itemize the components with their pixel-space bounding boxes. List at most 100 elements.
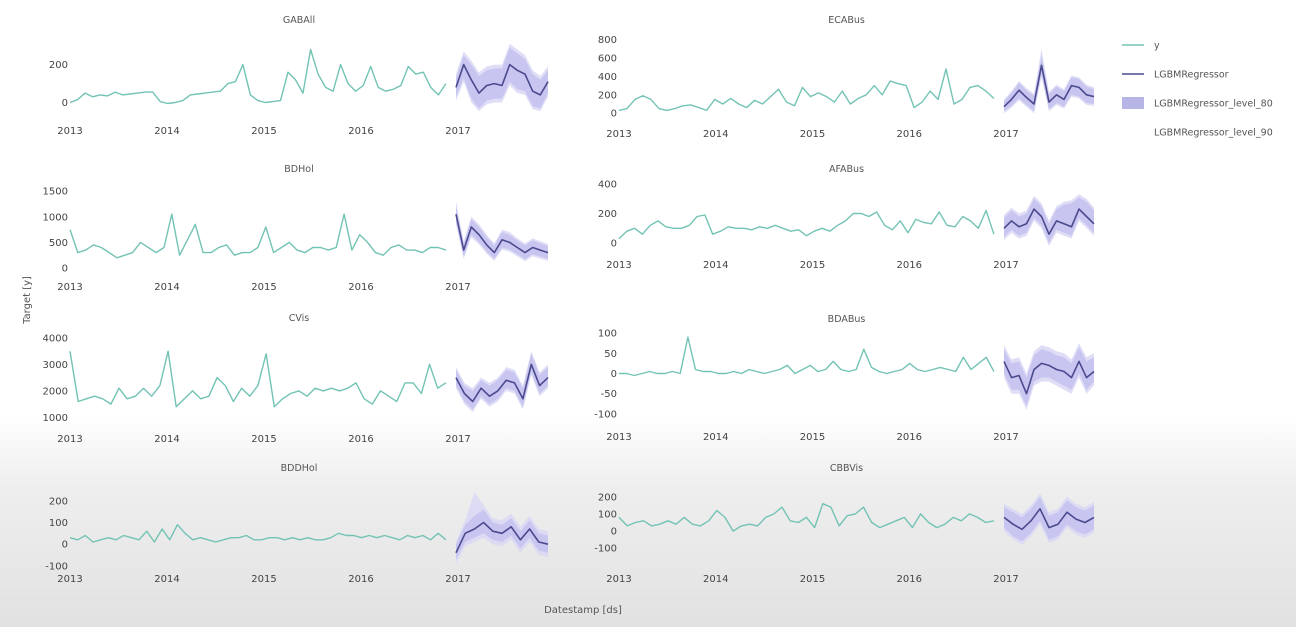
actual-series-line	[69, 524, 447, 543]
y-tick-label: 200	[598, 492, 617, 503]
subplot-title: CBBVis	[830, 463, 863, 474]
y-tick-label: 0	[611, 369, 617, 380]
x-tick-label: 2016	[897, 574, 922, 585]
x-axis-label: Datestamp [ds]	[544, 605, 622, 616]
x-tick-label: 2014	[703, 129, 728, 140]
forecast-series-line	[1003, 360, 1095, 395]
subplot-title: BDDHol	[281, 463, 318, 474]
y-tick-label: 3000	[43, 360, 68, 371]
y-tick-label: 400	[598, 179, 617, 190]
level-80-band	[1004, 496, 1094, 542]
subplot-bddhol: BDDHol -100 0 100 200 2013 2014 2015 2016 2017	[45, 463, 549, 585]
y-tick-label: 200	[598, 90, 617, 101]
legend: y LGBMRegressor LGBMRegressor_level_80 LGBM…	[1122, 41, 1273, 139]
level-80-band	[456, 509, 548, 560]
x-tick-label: 2014	[703, 574, 728, 585]
level-80-band	[456, 353, 548, 410]
y-tick-label: 1000	[43, 212, 68, 223]
actual-series-line	[69, 213, 447, 259]
x-tick-label: 2015	[251, 126, 276, 137]
y-tick-label: 4000	[43, 333, 68, 344]
y-tick-label: 2000	[43, 386, 68, 397]
x-tick-label: 2016	[348, 434, 373, 445]
x-tick-label: 2015	[251, 282, 276, 293]
y-tick-label: 200	[598, 209, 617, 220]
subplot-bdhol: BDHol 0 500 1000 1500 2013 2014 2015 2016 2017	[43, 164, 549, 293]
x-tick-label: 2017	[993, 574, 1018, 585]
legend-item-lgbmregressor[interactable]: LGBMRegressor	[1122, 70, 1229, 81]
y-tick-label: 100	[49, 518, 68, 529]
x-tick-label: 2015	[800, 432, 825, 443]
x-tick-label: 2016	[897, 260, 922, 271]
actual-series-line	[69, 350, 447, 408]
y-axis-label: Target [y]	[22, 276, 33, 325]
legend-label: LGBMRegressor	[1154, 70, 1229, 81]
x-tick-label: 2016	[897, 129, 922, 140]
level-80-band	[1004, 197, 1094, 243]
actual-series-line	[618, 503, 995, 532]
x-tick-label: 2017	[993, 129, 1018, 140]
y-tick-label: 200	[49, 496, 68, 507]
subplot-title: BDHol	[284, 164, 313, 175]
y-tick-label: 0	[62, 540, 68, 551]
legend-item-lgbmregressor-level-80[interactable]: LGBMRegressor_level_80	[1122, 97, 1273, 110]
subplot-title: ECABus	[828, 15, 865, 26]
x-tick-label: 2013	[606, 260, 631, 271]
legend-label: LGBMRegressor_level_80	[1154, 99, 1273, 110]
x-tick-label: 2015	[800, 129, 825, 140]
subplot-grid: GABAll 0 200 2013 2014 2015 2016 2017 ECABus 0 200…	[43, 15, 1095, 585]
y-tick-label: 50	[604, 349, 617, 360]
forecast-series-line	[455, 63, 549, 96]
subplot-ecabus: ECABus 0 200 400 600 800 2013 2014 2015 2016 2017	[598, 15, 1095, 140]
actual-series-line	[619, 336, 995, 377]
x-tick-label: 2015	[800, 260, 825, 271]
y-tick-label: 0	[611, 239, 617, 250]
x-tick-label: 2015	[251, 574, 276, 585]
y-tick-label: 600	[598, 53, 617, 64]
y-tick-label: 400	[598, 72, 617, 83]
forecast-series-line	[1003, 64, 1095, 108]
y-tick-label: 200	[49, 60, 68, 71]
x-tick-label: 2016	[348, 126, 373, 137]
subplot-bdabus: BDABus -100 -50 0 50 100 2013 2014 2015 2016 2017	[594, 314, 1095, 443]
x-tick-label: 2013	[57, 574, 82, 585]
legend-label: y	[1154, 41, 1160, 52]
x-tick-label: 2016	[897, 432, 922, 443]
forecast-series-line	[1003, 208, 1095, 235]
x-tick-label: 2013	[57, 126, 82, 137]
x-tick-label: 2016	[348, 574, 373, 585]
forecast-series-line	[455, 363, 549, 403]
x-tick-label: 2015	[251, 434, 276, 445]
x-tick-label: 2017	[445, 126, 470, 137]
x-tick-label: 2017	[445, 434, 470, 445]
x-tick-label: 2013	[57, 434, 82, 445]
x-tick-label: 2014	[703, 260, 728, 271]
x-tick-label: 2017	[993, 432, 1018, 443]
y-tick-label: 1500	[43, 187, 68, 198]
forecast-series-line	[1003, 507, 1095, 531]
level-80-band	[456, 206, 548, 260]
actual-series-line	[618, 68, 995, 112]
subplot-title: CVis	[289, 313, 310, 324]
legend-item-y[interactable]: y	[1122, 41, 1160, 52]
x-tick-label: 2017	[993, 260, 1018, 271]
x-tick-label: 2014	[154, 434, 179, 445]
x-tick-label: 2017	[445, 282, 470, 293]
x-tick-label: 2013	[606, 432, 631, 443]
x-tick-label: 2016	[348, 282, 373, 293]
subplot-cbbvis: CBBVis -100 0 100 200 2013 2014 2015 2016 2017	[594, 463, 1095, 585]
y-tick-label: 0	[62, 264, 68, 275]
x-tick-label: 2014	[703, 432, 728, 443]
x-tick-label: 2013	[57, 282, 82, 293]
subplot-title: BDABus	[828, 314, 866, 325]
y-tick-label: 500	[49, 238, 68, 249]
forecast-series-line	[455, 214, 549, 254]
y-tick-label: -100	[594, 544, 617, 555]
x-tick-label: 2017	[445, 574, 470, 585]
subplot-cvis: CVis 1000 2000 3000 4000 2013 2014 2015 2016 2017	[43, 313, 549, 445]
legend-item-lgbmregressor-level-90[interactable]: LGBMRegressor_level_90	[1154, 128, 1273, 139]
y-tick-label: 100	[598, 329, 617, 340]
x-tick-label: 2014	[154, 282, 179, 293]
x-tick-label: 2015	[800, 574, 825, 585]
x-tick-label: 2013	[606, 574, 631, 585]
